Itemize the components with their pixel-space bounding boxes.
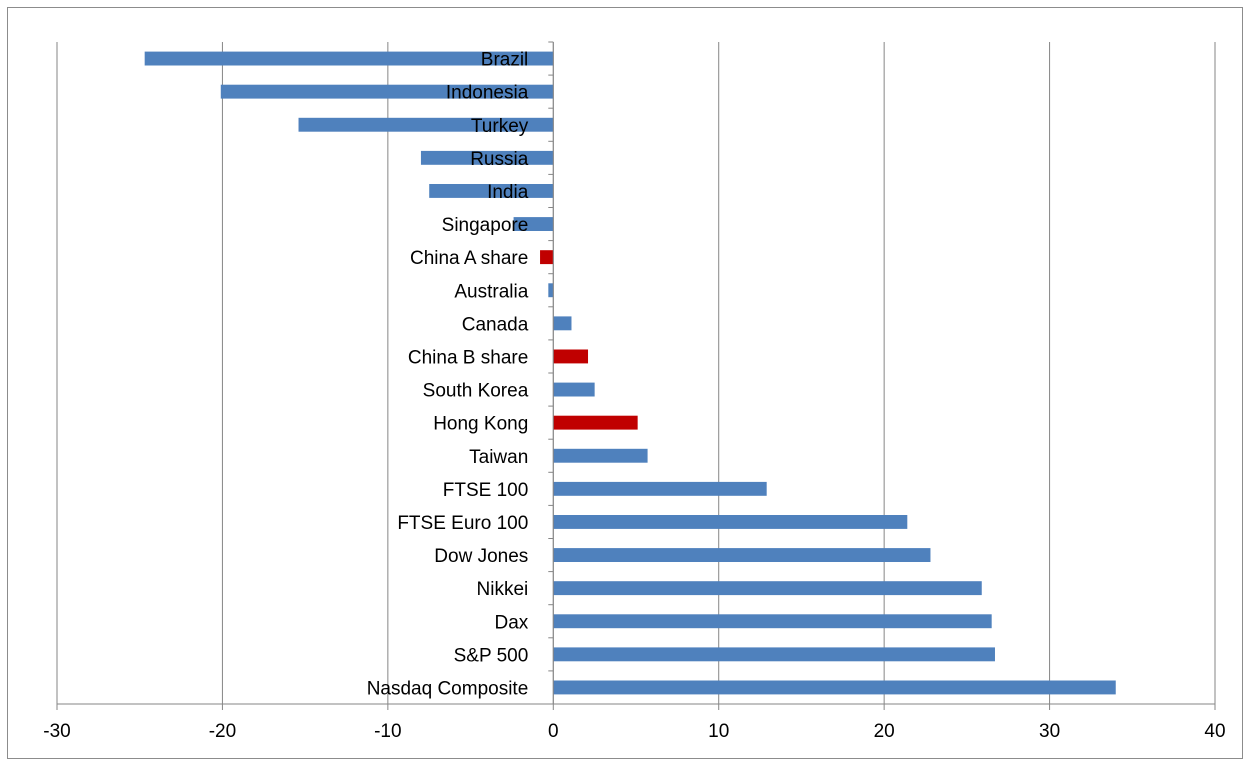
bar bbox=[553, 349, 589, 364]
category-label: India bbox=[487, 182, 529, 203]
bar bbox=[553, 316, 572, 331]
bar bbox=[553, 680, 1116, 695]
bar bbox=[553, 548, 931, 563]
category-label: Indonesia bbox=[446, 83, 529, 104]
category-label: FTSE Euro 100 bbox=[397, 513, 528, 534]
bar bbox=[553, 581, 982, 596]
bar bbox=[553, 614, 992, 629]
category-label: Nikkei bbox=[477, 579, 529, 600]
x-tick-label: -20 bbox=[209, 721, 236, 742]
x-tick-label: 30 bbox=[1039, 721, 1060, 742]
gridlines bbox=[56, 42, 1216, 704]
x-tick-label: 40 bbox=[1204, 721, 1225, 742]
category-label: Brazil bbox=[481, 50, 529, 71]
x-tick-label: 20 bbox=[874, 721, 895, 742]
tick-labels: -30 -20 -10 0 10 20 30 40 bbox=[43, 721, 1225, 742]
category-label: Australia bbox=[454, 281, 528, 302]
bars bbox=[144, 51, 1116, 695]
bar bbox=[553, 448, 648, 463]
x-tick-label: -10 bbox=[374, 721, 401, 742]
bar bbox=[220, 84, 554, 99]
axes bbox=[56, 41, 1216, 710]
x-tick-label: 10 bbox=[708, 721, 729, 742]
category-label: Dax bbox=[494, 612, 528, 633]
bar bbox=[553, 481, 767, 496]
bar bbox=[144, 51, 554, 66]
x-tick-label: -30 bbox=[43, 721, 70, 742]
category-labels: Brazil Indonesia Turkey Russia India Singapor… bbox=[367, 50, 529, 700]
category-label: South Korea bbox=[423, 381, 529, 402]
bar bbox=[298, 117, 554, 132]
x-tick-label: 0 bbox=[548, 721, 559, 742]
category-label: Russia bbox=[470, 149, 529, 170]
bar bbox=[513, 217, 554, 232]
bar bbox=[553, 647, 995, 662]
category-label: FTSE 100 bbox=[443, 480, 529, 501]
chart-frame bbox=[7, 7, 1243, 759]
category-label: Taiwan bbox=[469, 447, 528, 468]
bar bbox=[553, 514, 908, 529]
category-label: China B share bbox=[408, 347, 528, 368]
category-label: Singapore bbox=[442, 215, 529, 236]
bar bbox=[420, 150, 554, 165]
category-label: Dow Jones bbox=[434, 546, 528, 567]
bar bbox=[548, 283, 554, 298]
category-label: Turkey bbox=[471, 116, 529, 137]
category-label: China A share bbox=[410, 248, 528, 269]
category-label: S&P 500 bbox=[454, 645, 529, 666]
category-label: Canada bbox=[462, 314, 529, 335]
bar bbox=[540, 250, 554, 265]
bar bbox=[553, 382, 595, 397]
bar bbox=[429, 183, 554, 198]
bar bbox=[553, 415, 638, 430]
category-label: Hong Kong bbox=[433, 414, 528, 435]
category-label: Nasdaq Composite bbox=[367, 678, 529, 699]
